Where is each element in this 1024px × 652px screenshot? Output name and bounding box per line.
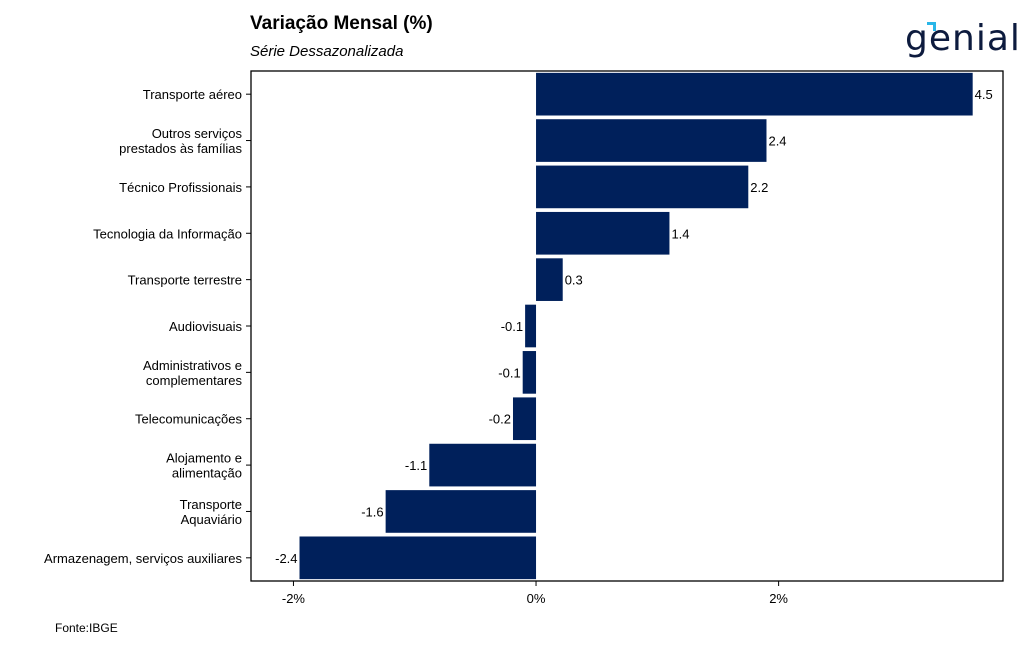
y-tick-label: Técnico Profissionais: [119, 180, 242, 195]
data-label: -0.1: [501, 319, 523, 334]
data-label: 4.5: [975, 87, 993, 102]
y-tick-label: Telecomunicações: [135, 412, 242, 427]
bar: [429, 443, 537, 487]
genial-logo: genial: [905, 18, 1020, 66]
bar: [536, 211, 670, 255]
y-tick-label: Alojamento e alimentação: [166, 451, 242, 481]
y-tick-label: Transporte aéreo: [143, 87, 242, 102]
data-label: -0.1: [498, 365, 520, 380]
bar: [385, 490, 537, 533]
y-tick-label: Outros serviços prestados às famílias: [119, 126, 242, 156]
data-label: 2.4: [768, 134, 786, 149]
data-label: -0.2: [489, 412, 511, 427]
data-label: -1.6: [361, 504, 383, 519]
x-tick-label: -2%: [282, 591, 306, 606]
bar: [512, 397, 537, 441]
y-tick-label: Administrativos e complementares: [143, 358, 242, 388]
bar: [536, 165, 749, 209]
chart-title: Variação Mensal (%): [250, 13, 433, 34]
y-tick-label: Tecnologia da Informação: [93, 226, 242, 241]
data-label: -2.4: [275, 551, 297, 566]
y-tick-label: Transporte Aquaviário: [180, 497, 242, 527]
x-tick-label: 0%: [527, 591, 546, 606]
logo-text: genial: [905, 18, 1021, 59]
x-tick-label: 2%: [769, 591, 788, 606]
data-label: 2.2: [750, 180, 768, 195]
bar: [536, 258, 563, 301]
chart-subtitle: Série Dessazonalizada: [250, 43, 404, 60]
bar: [525, 304, 537, 348]
data-label: -1.1: [405, 458, 427, 473]
bar: [536, 72, 973, 116]
data-label: 1.4: [671, 226, 689, 241]
y-tick-label: Armazenagem, serviços auxiliares: [44, 551, 242, 566]
bar: [536, 119, 767, 162]
source-note: Fonte:IBGE: [55, 621, 118, 635]
data-label: 0.3: [565, 273, 583, 288]
y-tick-label: Audiovisuais: [169, 319, 242, 334]
logo-accent-icon: [927, 22, 936, 31]
bar: [522, 351, 537, 394]
y-tick-label: Transporte terrestre: [128, 273, 242, 288]
bar: [299, 536, 537, 580]
